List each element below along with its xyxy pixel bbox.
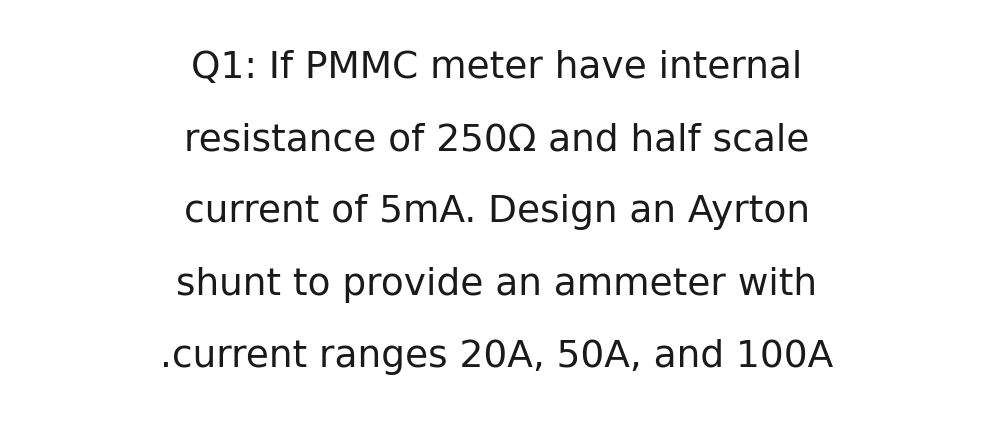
- Text: shunt to provide an ammeter with: shunt to provide an ammeter with: [176, 267, 817, 303]
- Text: Q1: If PMMC meter have internal: Q1: If PMMC meter have internal: [191, 50, 802, 86]
- Text: .current ranges 20A, 50A, and 100A: .current ranges 20A, 50A, and 100A: [160, 339, 833, 375]
- Text: resistance of 250Ω and half scale: resistance of 250Ω and half scale: [184, 122, 809, 158]
- Text: current of 5mA. Design an Ayrton: current of 5mA. Design an Ayrton: [184, 194, 809, 230]
